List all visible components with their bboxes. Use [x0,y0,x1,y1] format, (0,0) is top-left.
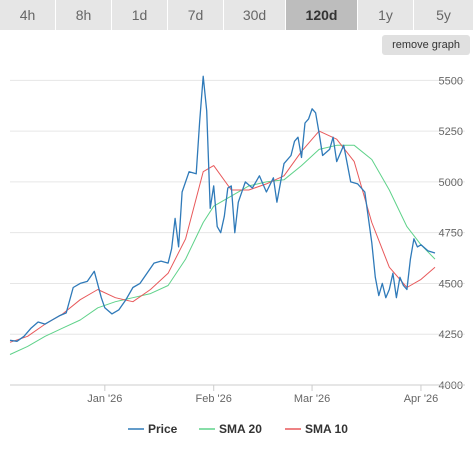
y-axis: 4000 4250 4500 4750 5000 5250 5500 [439,75,463,392]
y-tick-label: 5500 [439,75,463,87]
y-tick-label: 5000 [439,177,463,189]
series-line-sma-10 [9,130,436,343]
series-line-sma-20 [9,144,436,355]
remove-graph-button[interactable]: remove graph [382,35,470,55]
series-lines [9,75,436,355]
x-tick-label: Mar '26 [294,393,330,405]
legend-item-price[interactable]: Price [128,422,178,436]
legend-item-sma-20[interactable]: SMA 20 [199,422,262,436]
legend-label: SMA 10 [305,422,348,436]
series-line-price [9,75,436,342]
grid [10,79,465,386]
x-tick-label: Jan '26 [87,393,122,405]
tab-30d[interactable]: 30d [224,0,286,30]
y-tick-label: 4500 [439,278,463,290]
timeframe-tabs: 4h 8h 1d 7d 30d 120d 1y 5y [0,0,474,30]
legend-label: Price [148,422,178,436]
x-tick-label: Feb '26 [196,393,232,405]
y-tick-label: 4250 [439,329,463,341]
legend-item-sma-10[interactable]: SMA 10 [285,422,348,436]
tab-4h[interactable]: 4h [0,0,56,30]
tab-1y[interactable]: 1y [358,0,414,30]
legend: Price SMA 20 SMA 10 [128,422,348,436]
tab-8h[interactable]: 8h [56,0,112,30]
tab-7d[interactable]: 7d [168,0,224,30]
tab-120d[interactable]: 120d [286,0,358,30]
y-tick-label: 5250 [439,126,463,138]
legend-label: SMA 20 [219,422,262,436]
y-tick-label: 4000 [439,380,463,392]
y-tick-label: 4750 [439,228,463,240]
x-tick-label: Apr '26 [404,393,439,405]
x-axis: Jan '26 Feb '26 Mar '26 Apr '26 [10,384,465,405]
tab-1d[interactable]: 1d [112,0,168,30]
tab-5y[interactable]: 5y [414,0,474,30]
